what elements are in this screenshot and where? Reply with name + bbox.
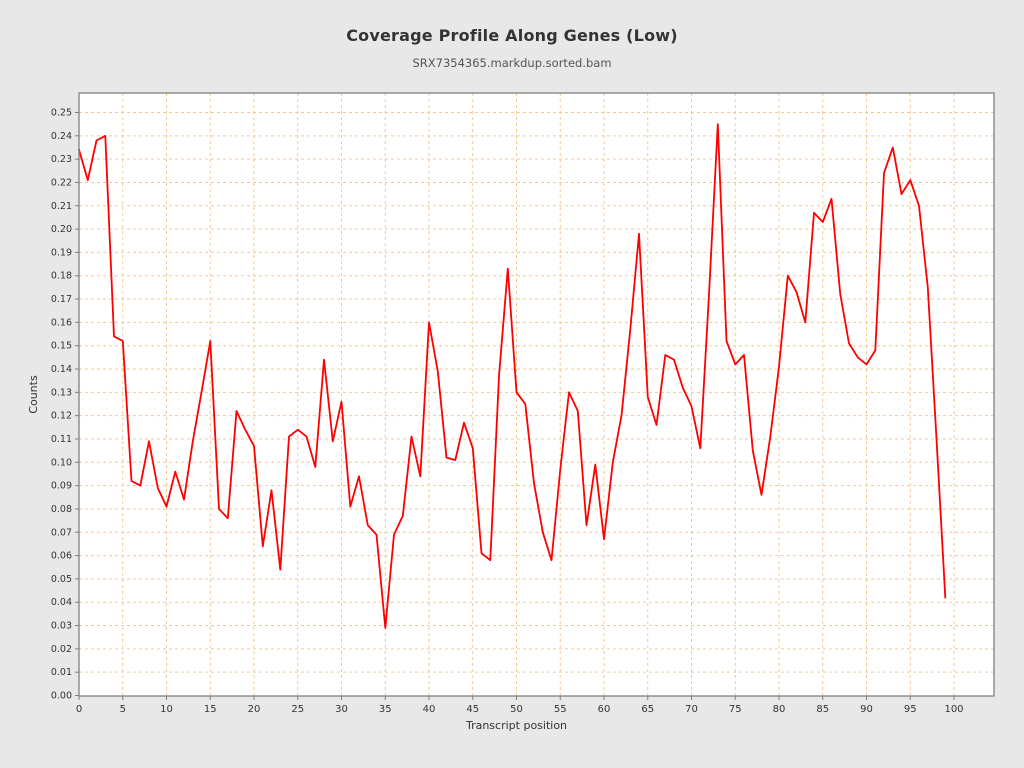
y-tick-label: 0.05 (51, 574, 72, 585)
x-tick-label: 100 (944, 704, 963, 715)
y-tick-label: 0.21 (51, 201, 72, 212)
y-tick-label: 0.04 (51, 597, 72, 608)
y-tick-label: 0.06 (51, 551, 72, 562)
x-tick-label: 30 (335, 704, 348, 715)
x-tick-label: 55 (554, 704, 567, 715)
x-tick-label: 95 (904, 704, 917, 715)
x-tick-label: 65 (641, 704, 654, 715)
x-tick-label: 90 (860, 704, 873, 715)
y-tick-label: 0.02 (51, 644, 72, 655)
x-tick-label: 0 (76, 704, 82, 715)
plot-border (78, 92, 995, 697)
y-tick-label: 0.13 (51, 387, 72, 398)
x-tick-label: 40 (423, 704, 436, 715)
x-tick-label: 5 (120, 704, 126, 715)
x-tick-label: 10 (160, 704, 173, 715)
chart-title: Coverage Profile Along Genes (Low) (346, 26, 678, 45)
x-tick-label: 75 (729, 704, 742, 715)
y-tick-label: 0.07 (51, 527, 72, 538)
y-tick-label: 0.19 (51, 247, 72, 258)
x-tick-label: 85 (816, 704, 829, 715)
chart-subtitle: SRX7354365.markdup.sorted.bam (412, 56, 612, 70)
y-tick-label: 0.20 (51, 224, 72, 235)
y-tick-label: 0.09 (51, 481, 72, 492)
y-tick-label: 0.17 (51, 294, 72, 305)
y-tick-label: 0.22 (51, 177, 72, 188)
x-tick-label: 50 (510, 704, 523, 715)
y-tick-label: 0.16 (51, 317, 72, 328)
x-tick-label: 60 (598, 704, 611, 715)
plot-area (79, 93, 994, 696)
y-tick-label: 0.08 (51, 504, 72, 515)
y-tick-label: 0.03 (51, 621, 72, 632)
x-tick-label: 45 (466, 704, 479, 715)
y-tick-label: 0.18 (51, 271, 72, 282)
y-tick-label: 0.24 (51, 131, 72, 142)
y-tick-label: 0.10 (51, 457, 72, 468)
y-tick-label: 0.14 (51, 364, 72, 375)
y-tick-label: 0.23 (51, 154, 72, 165)
x-tick-label: 20 (248, 704, 261, 715)
x-axis-title: Transcript position (465, 719, 567, 732)
y-tick-label: 0.00 (51, 691, 72, 702)
y-tick-label: 0.01 (51, 667, 72, 678)
x-tick-label: 15 (204, 704, 217, 715)
y-tick-label: 0.15 (51, 341, 72, 352)
y-tick-label: 0.11 (51, 434, 72, 445)
y-tick-label: 0.12 (51, 411, 72, 422)
x-tick-label: 25 (291, 704, 304, 715)
y-tick-label: 0.25 (51, 108, 72, 119)
x-tick-label: 35 (379, 704, 392, 715)
y-axis-title: Counts (27, 375, 40, 414)
data-polyline (78, 123, 947, 629)
x-tick-label: 70 (685, 704, 698, 715)
x-tick-label: 80 (773, 704, 786, 715)
